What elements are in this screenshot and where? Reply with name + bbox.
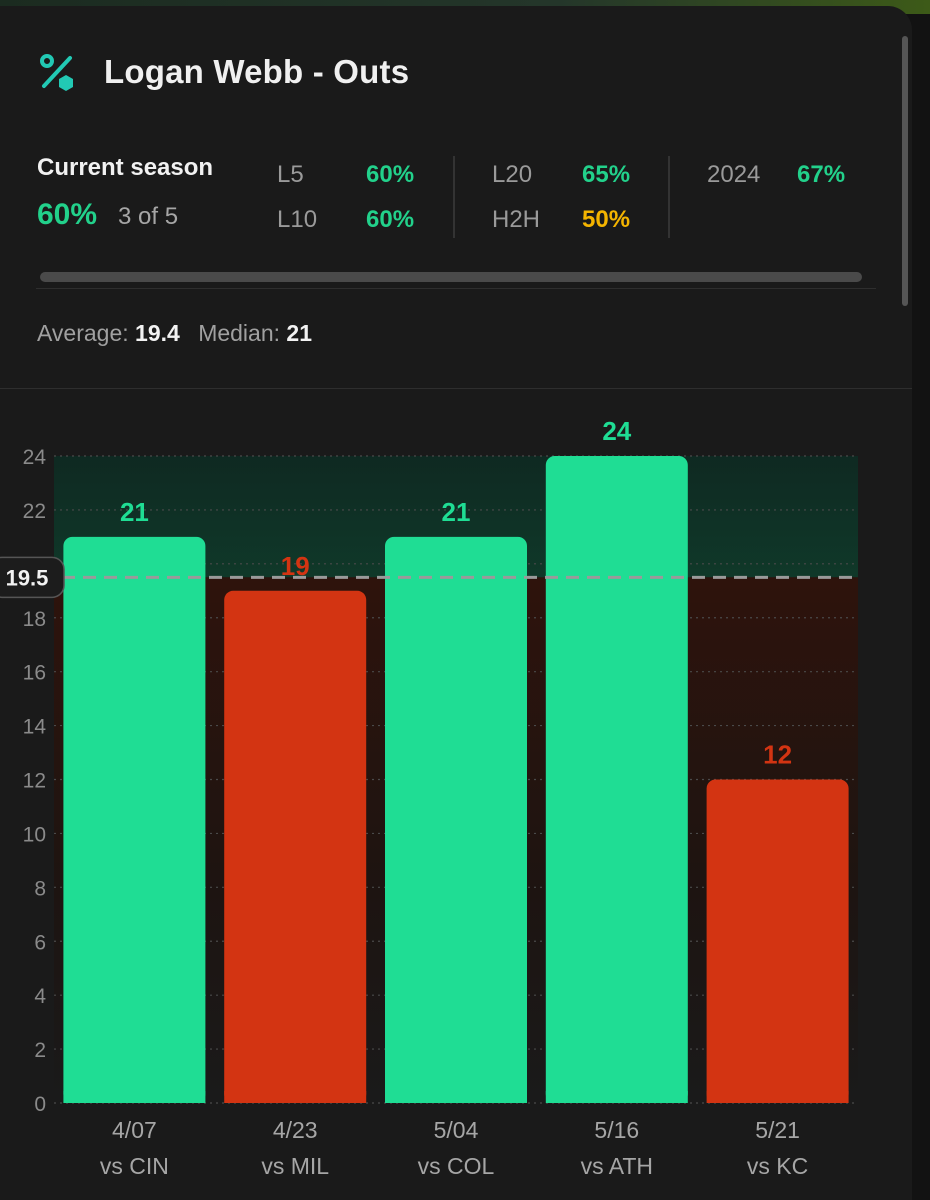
stat-divider [668, 156, 670, 238]
threshold-label: 19.5 [6, 565, 49, 590]
x-opponent-label: vs MIL [261, 1153, 329, 1179]
y-tick-label: 12 [23, 770, 46, 793]
current-season-label: Current season [37, 154, 214, 181]
y-tick-label: 6 [34, 931, 46, 954]
bar-base [706, 1091, 849, 1103]
stat-2024-value: 67% [797, 161, 846, 188]
bar-value-label: 19 [281, 551, 310, 581]
y-tick-label: 10 [23, 823, 46, 846]
x-date-label: 5/21 [755, 1117, 800, 1143]
stat-h2h-value: 50% [582, 206, 631, 233]
stat-h2h-label: H2H [492, 206, 541, 233]
average-label: Average: [37, 320, 129, 346]
bar [224, 590, 367, 1103]
stats-horizontal-scrollbar[interactable] [40, 272, 862, 282]
x-date-label: 4/07 [112, 1117, 157, 1143]
average-value: 19.4 [135, 320, 180, 346]
stat-l20-value: 65% [582, 161, 631, 188]
y-tick-label: 22 [23, 500, 46, 523]
bar-value-label: 21 [442, 497, 471, 527]
bar-base [545, 1091, 688, 1103]
divider [36, 288, 876, 289]
x-opponent-label: vs COL [418, 1153, 495, 1179]
bar [706, 779, 849, 1103]
bar-value-label: 24 [602, 416, 631, 446]
threshold-pill [0, 556, 65, 599]
current-season-count: 3 of 5 [118, 203, 179, 230]
divider [0, 388, 912, 389]
median-label: Median: [198, 320, 281, 346]
averages-row: Average: 19.4 Median: 21 [37, 320, 312, 347]
bar-base [63, 1091, 206, 1103]
stat-l10-value: 60% [366, 206, 415, 233]
bar-value-label: 12 [763, 740, 792, 770]
card-header: Logan Webb - Outs [38, 50, 409, 94]
vertical-scrollbar[interactable] [902, 36, 908, 306]
stat-l5-value: 60% [366, 161, 415, 188]
stat-l20-label: L20 [492, 161, 533, 188]
x-opponent-label: vs KC [747, 1153, 808, 1179]
bar [545, 456, 688, 1103]
x-date-label: 4/23 [273, 1117, 318, 1143]
stat-l5-label: L5 [277, 161, 304, 188]
percent-icon [40, 54, 73, 91]
stat-divider [453, 156, 455, 238]
y-tick-label: 14 [23, 716, 47, 739]
y-tick-label: 4 [34, 985, 46, 1008]
bar-value-label: 21 [120, 497, 149, 527]
bar-base [224, 1091, 367, 1103]
x-date-label: 5/16 [594, 1117, 639, 1143]
bar-base [385, 1091, 527, 1103]
page-title: Logan Webb - Outs [104, 53, 410, 90]
x-opponent-label: vs CIN [100, 1153, 169, 1179]
median-value: 21 [286, 320, 312, 346]
y-tick-label: 16 [23, 662, 46, 685]
x-date-label: 5/04 [434, 1117, 479, 1143]
y-tick-label: 24 [23, 446, 47, 469]
x-opponent-label: vs ATH [581, 1153, 653, 1179]
y-tick-label: 8 [34, 877, 46, 900]
y-tick-label: 2 [34, 1039, 46, 1062]
y-tick-label: 18 [23, 608, 46, 631]
bar [63, 536, 206, 1103]
current-season-pct: 60% [37, 198, 98, 231]
bar [385, 536, 527, 1103]
stat-l10-label: L10 [277, 206, 318, 233]
y-tick-label: 0 [34, 1093, 46, 1116]
stat-2024-label: 2024 [707, 161, 761, 188]
